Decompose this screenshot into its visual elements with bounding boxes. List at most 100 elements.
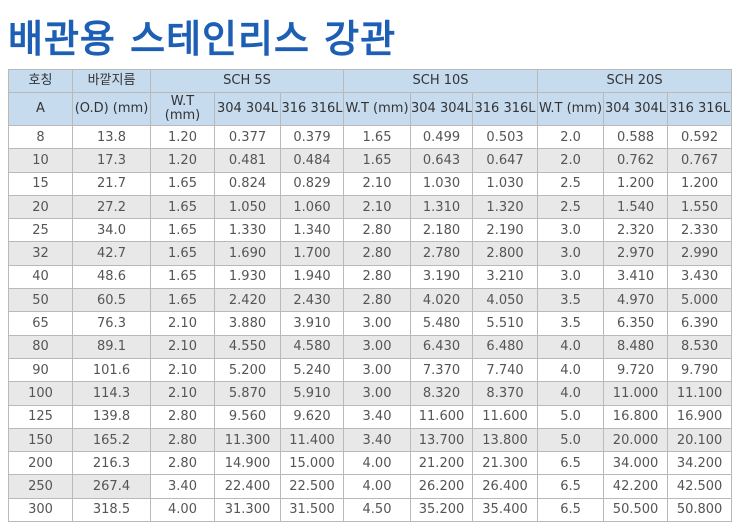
table-cell: 4.970	[603, 288, 669, 313]
table-cell: 3.210	[472, 264, 539, 290]
table-cell: 9.720	[603, 357, 669, 383]
table-cell: 11.600	[472, 404, 539, 429]
table-cell: 15.000	[279, 451, 345, 476]
table-cell: 1.030	[410, 171, 474, 196]
table-cell: 9.560	[214, 404, 281, 429]
table-cell: 2.10	[150, 311, 215, 336]
table-cell: 11.100	[667, 381, 733, 406]
table-cell: 165.2	[72, 427, 151, 453]
table-cell: 34.0	[72, 218, 151, 243]
table-cell: 11.300	[214, 427, 281, 453]
table-cell: 3.430	[667, 264, 733, 290]
header-316: 316 316L	[279, 92, 345, 126]
table-cell: 1.65	[150, 171, 215, 196]
table-cell: 6.430	[410, 334, 474, 359]
table-cell: 80	[8, 334, 73, 359]
table-cell: 8.370	[472, 381, 539, 406]
table-row: 8 13.8 1.20 0.377 0.379 1.65 0.499 0.503 2.0 0.58…	[8, 124, 733, 150]
header-wt: W.T (mm)	[537, 92, 605, 126]
header-od: 바깥지름	[72, 69, 151, 93]
table-cell: 2.10	[150, 381, 215, 406]
table-cell: 2.430	[279, 288, 345, 313]
table-cell: 2.80	[150, 451, 215, 476]
table-row: 200 216.3 2.80 14.900 15.000 4.00 21.200 21.300…	[8, 451, 733, 476]
table-cell: 4.050	[472, 288, 539, 313]
page-title: 배관용 스테인리스 강관	[8, 17, 397, 61]
table-cell: 90	[8, 357, 73, 383]
table-cell: 20.100	[667, 427, 733, 453]
table-cell: 32	[8, 241, 73, 266]
table-cell: 2.5	[537, 171, 605, 196]
table-cell: 200	[8, 451, 73, 476]
table-cell: 5.0	[537, 404, 605, 429]
table-cell: 6.5	[537, 451, 605, 476]
table-cell: 22.400	[214, 474, 281, 499]
table-cell: 31.500	[279, 497, 345, 523]
table-cell: 125	[8, 404, 73, 429]
table-cell: 5.870	[214, 381, 281, 406]
table-row: 32 42.7 1.65 1.690 1.700 2.80 2.780 2.800 3.0 2.9…	[8, 241, 733, 266]
pipe-spec-table: 호칭 바깥지름 SCH 5S SCH 10S SCH 20S A (O.D) (…	[8, 69, 733, 523]
table-cell: 3.00	[343, 381, 412, 406]
table-cell: 4.550	[214, 334, 281, 359]
table-cell: 0.824	[214, 171, 281, 196]
table-cell: 35.400	[472, 497, 539, 523]
table-cell: 300	[8, 497, 73, 523]
table-row: 40 48.6 1.65 1.930 1.940 2.80 3.190 3.210 3.0 3.4…	[8, 264, 733, 290]
table-cell: 2.320	[603, 218, 669, 243]
table-cell: 1.65	[150, 194, 215, 220]
table-cell: 35.200	[410, 497, 474, 523]
table-cell: 139.8	[72, 404, 151, 429]
table-cell: 50.800	[667, 497, 733, 523]
table-cell: 3.40	[150, 474, 215, 499]
table-cell: 1.65	[343, 148, 412, 173]
table-cell: 1.65	[343, 124, 412, 150]
table-cell: 0.767	[667, 148, 733, 173]
table-cell: 2.180	[410, 218, 474, 243]
table-cell: 318.5	[72, 497, 151, 523]
table-cell: 1.930	[214, 264, 281, 290]
header-304: 304 304L	[410, 92, 474, 126]
table-cell: 20	[8, 194, 73, 220]
table-cell: 9.620	[279, 404, 345, 429]
table-cell: 1.340	[279, 218, 345, 243]
table-cell: 1.690	[214, 241, 281, 266]
table-cell: 2.190	[472, 218, 539, 243]
table-cell: 1.65	[150, 241, 215, 266]
table-cell: 5.0	[537, 427, 605, 453]
table-cell: 100	[8, 381, 73, 406]
table-cell: 0.829	[279, 171, 345, 196]
table-cell: 3.5	[537, 288, 605, 313]
table-cell: 0.377	[214, 124, 281, 150]
table-cell: 3.00	[343, 311, 412, 336]
table-cell: 0.762	[603, 148, 669, 173]
table-cell: 60.5	[72, 288, 151, 313]
table-cell: 76.3	[72, 311, 151, 336]
table-cell: 4.00	[343, 474, 412, 499]
table-cell: 34.200	[667, 451, 733, 476]
table-cell: 1.310	[410, 194, 474, 220]
table-cell: 15	[8, 171, 73, 196]
table-cell: 13.700	[410, 427, 474, 453]
table-cell: 2.80	[343, 264, 412, 290]
header-nominal-unit: A	[8, 92, 73, 126]
table-cell: 1.200	[667, 171, 733, 196]
table-row: 300 318.5 4.00 31.300 31.500 4.50 35.200 35.400…	[8, 497, 733, 523]
table-cell: 34.000	[603, 451, 669, 476]
table-cell: 4.00	[343, 451, 412, 476]
table-cell: 150	[8, 427, 73, 453]
table-cell: 0.647	[472, 148, 539, 173]
table-row: 50 60.5 1.65 2.420 2.430 2.80 4.020 4.050 3.5 4.9…	[8, 288, 733, 313]
table-cell: 16.900	[667, 404, 733, 429]
table-cell: 50.500	[603, 497, 669, 523]
header-316: 316 316L	[472, 92, 539, 126]
header-304: 304 304L	[214, 92, 281, 126]
table-cell: 3.40	[343, 404, 412, 429]
table-cell: 0.643	[410, 148, 474, 173]
table-cell: 4.0	[537, 357, 605, 383]
table-cell: 22.500	[279, 474, 345, 499]
table-cell: 7.740	[472, 357, 539, 383]
table-row: 65 76.3 2.10 3.880 3.910 3.00 5.480 5.510 3.5 6.3…	[8, 311, 733, 336]
table-cell: 25	[8, 218, 73, 243]
table-cell: 250	[8, 474, 73, 499]
